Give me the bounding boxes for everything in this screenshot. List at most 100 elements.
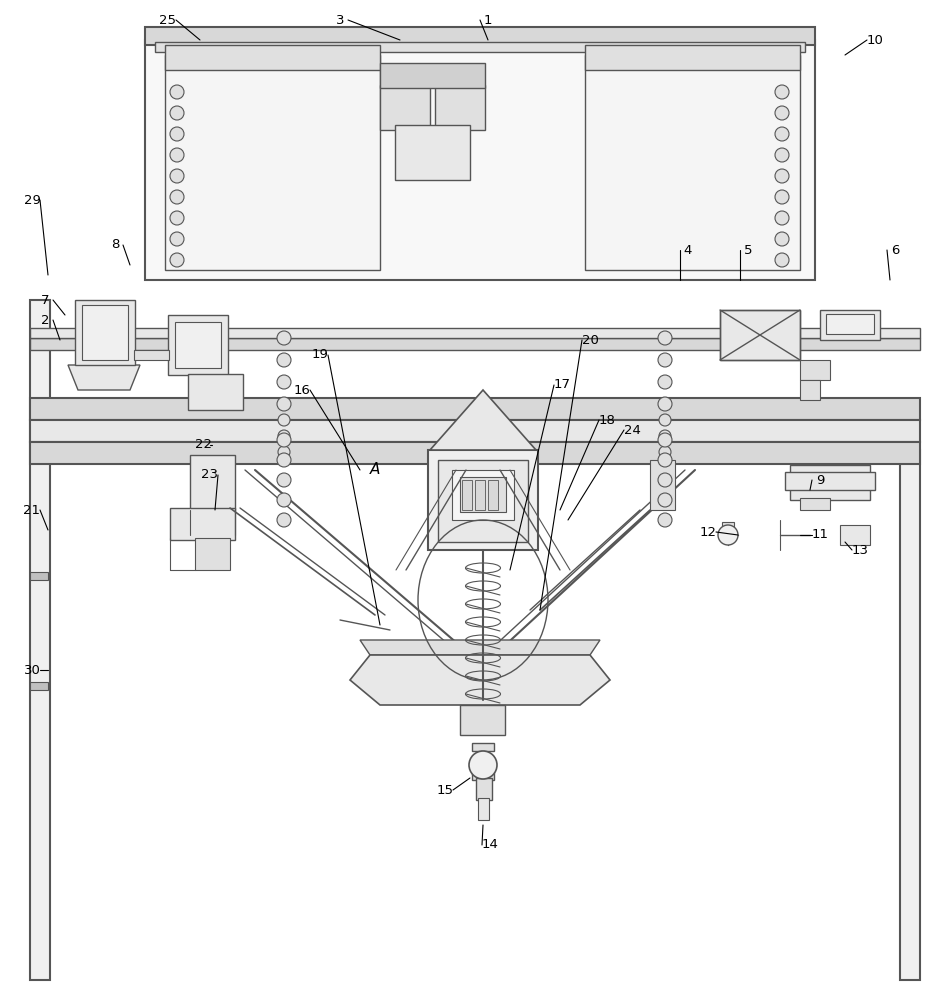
Circle shape — [659, 446, 670, 458]
Circle shape — [659, 414, 670, 426]
Bar — [471, 772, 493, 780]
Circle shape — [169, 232, 184, 246]
Bar — [30, 328, 919, 338]
Text: 13: 13 — [850, 544, 867, 556]
Circle shape — [657, 397, 671, 411]
Circle shape — [774, 211, 788, 225]
Bar — [434, 85, 485, 130]
Circle shape — [169, 148, 184, 162]
Bar — [722, 522, 733, 530]
Circle shape — [657, 353, 671, 367]
Polygon shape — [429, 390, 535, 450]
Bar — [474, 480, 485, 510]
Circle shape — [277, 493, 290, 507]
Bar — [30, 398, 919, 420]
Circle shape — [657, 375, 671, 389]
Circle shape — [717, 525, 737, 545]
Text: 23: 23 — [201, 468, 218, 482]
Text: 16: 16 — [293, 383, 310, 396]
Circle shape — [169, 253, 184, 267]
Circle shape — [774, 106, 788, 120]
Text: 19: 19 — [311, 349, 328, 361]
Circle shape — [277, 513, 290, 527]
Bar — [30, 442, 919, 464]
Bar — [145, 27, 814, 45]
Bar — [75, 300, 135, 365]
Circle shape — [657, 453, 671, 467]
Circle shape — [277, 353, 290, 367]
Bar — [169, 508, 235, 540]
Circle shape — [468, 751, 497, 779]
Text: 2: 2 — [41, 314, 50, 326]
Text: 18: 18 — [598, 414, 615, 426]
Circle shape — [774, 190, 788, 204]
Bar — [155, 42, 804, 52]
Text: 21: 21 — [24, 504, 40, 516]
Text: 25: 25 — [159, 13, 176, 26]
Bar — [394, 125, 469, 180]
Bar — [82, 305, 128, 360]
Bar — [799, 380, 819, 400]
Bar — [799, 360, 829, 380]
Bar — [487, 480, 498, 510]
Bar — [585, 45, 799, 70]
Polygon shape — [349, 655, 609, 705]
Bar — [899, 450, 919, 980]
Bar — [839, 525, 869, 545]
Circle shape — [277, 473, 290, 487]
Text: 3: 3 — [335, 13, 344, 26]
Bar — [30, 300, 50, 980]
Text: 10: 10 — [865, 33, 883, 46]
Bar — [819, 310, 879, 340]
Bar — [478, 798, 488, 820]
Bar — [145, 40, 814, 280]
Bar — [30, 572, 48, 580]
Circle shape — [278, 414, 289, 426]
Bar — [380, 85, 429, 130]
Bar — [649, 460, 674, 510]
Circle shape — [774, 253, 788, 267]
Bar — [189, 455, 235, 510]
Circle shape — [774, 148, 788, 162]
Text: 1: 1 — [484, 13, 492, 26]
Circle shape — [169, 190, 184, 204]
Bar — [462, 480, 471, 510]
Text: 12: 12 — [699, 526, 716, 538]
Bar — [451, 470, 513, 520]
Bar — [720, 310, 799, 360]
Bar — [30, 420, 919, 442]
Bar — [471, 743, 493, 751]
Circle shape — [774, 127, 788, 141]
Text: 7: 7 — [41, 294, 50, 306]
Text: 29: 29 — [24, 194, 40, 207]
Circle shape — [657, 493, 671, 507]
Bar — [784, 472, 874, 490]
Circle shape — [277, 397, 290, 411]
Bar — [165, 55, 380, 270]
Bar — [789, 465, 869, 500]
Circle shape — [169, 106, 184, 120]
Circle shape — [169, 85, 184, 99]
Text: 4: 4 — [684, 243, 691, 256]
Text: 6: 6 — [890, 243, 899, 256]
Circle shape — [277, 331, 290, 345]
Bar — [438, 460, 527, 542]
Circle shape — [278, 446, 289, 458]
Text: 24: 24 — [623, 424, 640, 436]
Text: 14: 14 — [481, 838, 498, 852]
Bar — [720, 310, 799, 360]
Bar — [195, 538, 229, 570]
Text: 8: 8 — [110, 238, 119, 251]
Bar — [175, 322, 221, 368]
Bar — [460, 477, 506, 512]
Bar — [427, 450, 538, 550]
Circle shape — [277, 375, 290, 389]
Text: A: A — [369, 462, 380, 478]
Circle shape — [169, 127, 184, 141]
Text: 17: 17 — [553, 378, 570, 391]
Circle shape — [774, 169, 788, 183]
Bar — [134, 350, 169, 360]
Bar — [475, 778, 491, 800]
Polygon shape — [360, 640, 600, 655]
Bar — [380, 63, 485, 88]
